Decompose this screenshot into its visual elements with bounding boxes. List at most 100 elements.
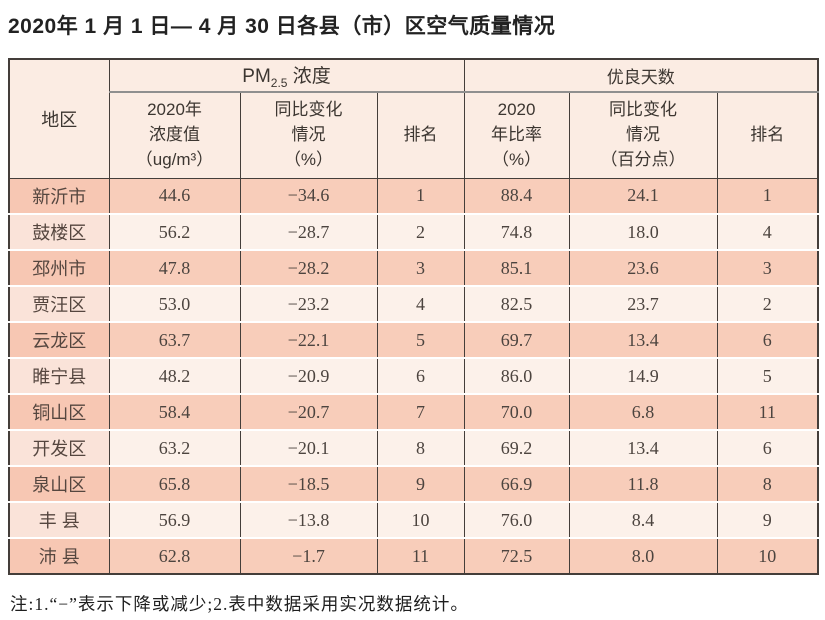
cell-good-change: 6.8 (568, 393, 718, 430)
cell-good-change: 13.4 (568, 321, 718, 358)
cell-good-rate: 69.7 (463, 321, 570, 358)
header-group-good-days: 优良天数 (463, 59, 819, 93)
table-row: 云龙区 63.7 −22.1 5 69.7 13.4 6 (8, 321, 819, 358)
cell-pm-change: −34.6 (239, 178, 378, 214)
cell-pm-value: 58.4 (108, 393, 241, 430)
table-row: 睢宁县 48.2 −20.9 6 86.0 14.9 5 (8, 357, 819, 394)
table-row: 开发区 63.2 −20.1 8 69.2 13.4 6 (8, 429, 819, 466)
cell-good-rate: 82.5 (463, 285, 570, 322)
air-quality-table: 地区 PM2.5 浓度 优良天数 2020年 浓度值 （ug/m³） 同比变化 … (8, 58, 820, 575)
cell-good-change: 14.9 (568, 357, 718, 394)
cell-good-change: 23.7 (568, 285, 718, 322)
cell-pm-change: −13.8 (239, 501, 378, 538)
cell-good-change: 24.1 (568, 178, 718, 214)
cell-region: 邳州市 (8, 249, 110, 286)
cell-pm-change: −20.1 (239, 429, 378, 466)
table-row: 新沂市 44.6 −34.6 1 88.4 24.1 1 (8, 178, 819, 214)
cell-pm-change: −18.5 (239, 465, 378, 502)
cell-pm-value: 56.2 (108, 213, 241, 250)
sub-header-row: 2020年 浓度值 （ug/m³） 同比变化 情况 （%） 排名 2020 年比… (9, 92, 819, 179)
header-group-pm25: PM2.5 浓度 (108, 59, 465, 93)
table-header: 地区 PM2.5 浓度 优良天数 2020年 浓度值 （ug/m³） 同比变化 … (8, 59, 819, 179)
cell-region: 开发区 (8, 429, 110, 466)
cell-good-rate: 72.5 (463, 537, 570, 574)
cell-good-rank: 6 (716, 429, 819, 466)
cell-good-rate: 69.2 (463, 429, 570, 466)
cell-region: 云龙区 (8, 321, 110, 358)
table-row: 贾汪区 53.0 −23.2 4 82.5 23.7 2 (8, 285, 819, 322)
cell-pm-change: −28.2 (239, 249, 378, 286)
table-body: 新沂市 44.6 −34.6 1 88.4 24.1 1 鼓楼区 56.2 −28.7 2 74.8 1… (8, 178, 819, 574)
cell-good-rank: 11 (716, 393, 819, 430)
page-title: 2020年 1 月 1 日— 4 月 30 日各县（市）区空气质量情况 (8, 15, 556, 38)
cell-good-change: 8.0 (568, 537, 718, 574)
cell-good-rank: 4 (716, 213, 819, 250)
cell-pm-change: −28.7 (239, 213, 378, 250)
header-pm-rank: 排名 (376, 92, 465, 179)
cell-good-rate: 76.0 (463, 501, 570, 538)
cell-pm-rank: 1 (376, 178, 465, 214)
header-good-change: 同比变化 情况 （百分点） (568, 92, 718, 179)
cell-good-rate: 66.9 (463, 465, 570, 502)
cell-good-rate: 85.1 (463, 249, 570, 286)
cell-good-rate: 74.8 (463, 213, 570, 250)
cell-pm-rank: 6 (376, 357, 465, 394)
cell-pm-value: 53.0 (108, 285, 241, 322)
cell-region: 睢宁县 (8, 357, 110, 394)
cell-pm-rank: 7 (376, 393, 465, 430)
cell-good-rank: 1 (716, 178, 819, 214)
table-row: 鼓楼区 56.2 −28.7 2 74.8 18.0 4 (8, 213, 819, 250)
cell-pm-rank: 3 (376, 249, 465, 286)
cell-good-rate: 86.0 (463, 357, 570, 394)
table-row: 沛 县 62.8 −1.7 11 72.5 8.0 10 (8, 537, 819, 574)
cell-pm-change: −20.7 (239, 393, 378, 430)
cell-good-rate: 70.0 (463, 393, 570, 430)
cell-good-rank: 6 (716, 321, 819, 358)
cell-region: 丰 县 (8, 501, 110, 538)
cell-pm-value: 63.2 (108, 429, 241, 466)
table-row: 丰 县 56.9 −13.8 10 76.0 8.4 9 (8, 501, 819, 538)
cell-pm-rank: 8 (376, 429, 465, 466)
group-header-row: 地区 PM2.5 浓度 优良天数 (8, 59, 819, 179)
cell-good-rank: 2 (716, 285, 819, 322)
cell-pm-value: 62.8 (108, 537, 241, 574)
cell-region: 贾汪区 (8, 285, 110, 322)
cell-pm-value: 44.6 (108, 178, 241, 214)
cell-pm-change: −20.9 (239, 357, 378, 394)
cell-good-change: 18.0 (568, 213, 718, 250)
cell-pm-value: 48.2 (108, 357, 241, 394)
cell-region: 铜山区 (8, 393, 110, 430)
table-row: 邳州市 47.8 −28.2 3 85.1 23.6 3 (8, 249, 819, 286)
cell-pm-change: −1.7 (239, 537, 378, 574)
cell-good-rate: 88.4 (463, 178, 570, 214)
cell-pm-value: 56.9 (108, 501, 241, 538)
header-pm-value: 2020年 浓度值 （ug/m³） (108, 92, 241, 179)
cell-pm-rank: 2 (376, 213, 465, 250)
header-pm-change: 同比变化 情况 （%） (239, 92, 378, 179)
cell-pm-rank: 4 (376, 285, 465, 322)
cell-region: 鼓楼区 (8, 213, 110, 250)
cell-pm-rank: 5 (376, 321, 465, 358)
cell-pm-rank: 9 (376, 465, 465, 502)
table-row: 铜山区 58.4 −20.7 7 70.0 6.8 11 (8, 393, 819, 430)
table-row: 泉山区 65.8 −18.5 9 66.9 11.8 8 (8, 465, 819, 502)
header-region: 地区 (8, 59, 110, 179)
cell-good-change: 13.4 (568, 429, 718, 466)
cell-good-rank: 5 (716, 357, 819, 394)
cell-pm-value: 47.8 (108, 249, 241, 286)
cell-pm-rank: 10 (376, 501, 465, 538)
cell-region: 泉山区 (8, 465, 110, 502)
cell-region: 沛 县 (8, 537, 110, 574)
footnote: 注:1.“−”表示下降或减少;2.表中数据采用实况数据统计。 (10, 594, 469, 614)
cell-pm-value: 65.8 (108, 465, 241, 502)
cell-pm-change: −23.2 (239, 285, 378, 322)
pm25-label: PM2.5 浓度 (242, 66, 331, 90)
cell-good-change: 11.8 (568, 465, 718, 502)
cell-good-change: 8.4 (568, 501, 718, 538)
cell-region: 新沂市 (8, 178, 110, 214)
cell-pm-value: 63.7 (108, 321, 241, 358)
cell-good-change: 23.6 (568, 249, 718, 286)
cell-pm-rank: 11 (376, 537, 465, 574)
cell-good-rank: 10 (716, 537, 819, 574)
